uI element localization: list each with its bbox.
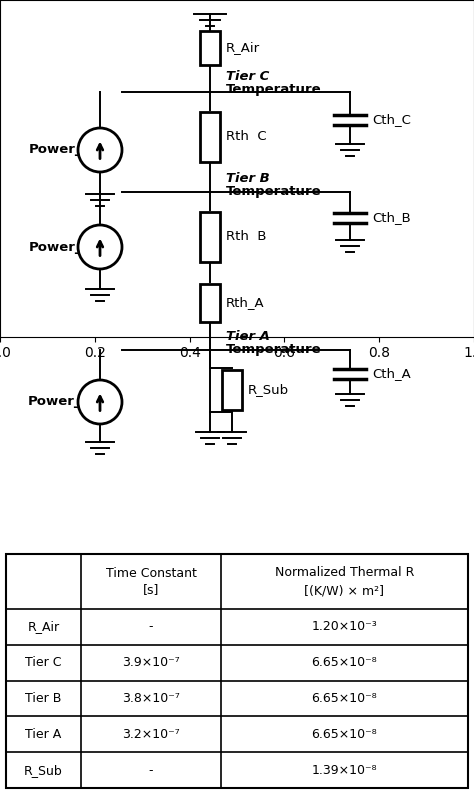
Text: Cth_B: Cth_B bbox=[372, 211, 411, 224]
Text: Power_A: Power_A bbox=[28, 395, 92, 409]
Bar bbox=[6, 554, 468, 788]
Text: Tier C: Tier C bbox=[25, 657, 62, 669]
Bar bbox=[200, 31, 220, 65]
Text: -: - bbox=[149, 763, 153, 777]
Text: Power_C: Power_C bbox=[29, 143, 92, 157]
Text: [s]: [s] bbox=[143, 583, 159, 596]
Text: Normalized Thermal R: Normalized Thermal R bbox=[275, 566, 414, 579]
Bar bbox=[200, 112, 220, 162]
Circle shape bbox=[78, 225, 122, 269]
Text: Temperature: Temperature bbox=[226, 344, 322, 356]
Text: 6.65×10⁻⁸: 6.65×10⁻⁸ bbox=[311, 692, 377, 705]
Text: R_Sub: R_Sub bbox=[24, 763, 63, 777]
Text: Temperature: Temperature bbox=[226, 83, 322, 97]
Bar bbox=[200, 284, 220, 322]
Text: R_Air: R_Air bbox=[27, 620, 60, 634]
Text: Tier A: Tier A bbox=[226, 329, 270, 342]
Text: 3.9×10⁻⁷: 3.9×10⁻⁷ bbox=[122, 657, 180, 669]
Circle shape bbox=[78, 128, 122, 172]
Text: R_Air: R_Air bbox=[226, 41, 260, 55]
Text: 1.20×10⁻³: 1.20×10⁻³ bbox=[311, 620, 377, 634]
Text: Temperature: Temperature bbox=[226, 185, 322, 199]
Bar bbox=[222, 370, 242, 410]
Text: Tier A: Tier A bbox=[26, 728, 62, 741]
Text: 6.65×10⁻⁸: 6.65×10⁻⁸ bbox=[311, 657, 377, 669]
Text: -: - bbox=[149, 620, 153, 634]
Text: Rth  C: Rth C bbox=[226, 131, 266, 143]
Text: Tier C: Tier C bbox=[226, 70, 269, 82]
Text: Rth  B: Rth B bbox=[226, 230, 266, 243]
Text: Cth_C: Cth_C bbox=[372, 113, 411, 127]
Text: Tier B: Tier B bbox=[226, 172, 270, 185]
Circle shape bbox=[78, 380, 122, 424]
Text: Rth_A: Rth_A bbox=[226, 296, 264, 310]
Text: R_Sub: R_Sub bbox=[248, 383, 289, 397]
Text: Time Constant: Time Constant bbox=[106, 567, 196, 580]
Text: 1.39×10⁻⁸: 1.39×10⁻⁸ bbox=[312, 763, 377, 777]
Text: Tier B: Tier B bbox=[25, 692, 62, 705]
Text: 3.2×10⁻⁷: 3.2×10⁻⁷ bbox=[122, 728, 180, 741]
Text: [(K/W) × m²]: [(K/W) × m²] bbox=[304, 584, 384, 597]
Text: Cth_A: Cth_A bbox=[372, 367, 411, 380]
Text: 3.8×10⁻⁷: 3.8×10⁻⁷ bbox=[122, 692, 180, 705]
Text: Power_B: Power_B bbox=[28, 241, 92, 253]
Bar bbox=[200, 212, 220, 262]
Text: 6.65×10⁻⁸: 6.65×10⁻⁸ bbox=[311, 728, 377, 741]
